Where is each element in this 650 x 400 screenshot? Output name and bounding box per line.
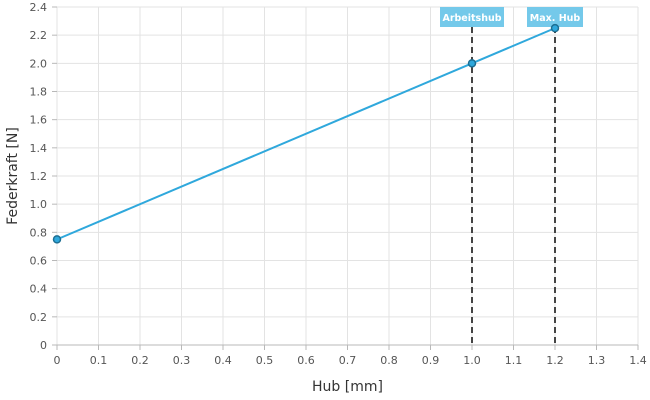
x-tick-label: 0.9 [422,354,440,367]
y-axis-title: Federkraft [N] [5,127,21,225]
y-tick-label: 1.4 [30,142,48,155]
x-tick-label: 1.2 [546,354,564,367]
x-tick-label: 1.3 [588,354,606,367]
x-tick-label: 1.1 [505,354,523,367]
data-point [52,235,62,244]
x-tick-label: 1.4 [629,354,647,367]
y-tick-label: 2.4 [30,1,48,14]
x-tick-label: 0.7 [339,354,357,367]
x-tick-label: 0.5 [256,354,274,367]
x-axis-title: Hub [mm] [312,379,383,395]
marker-label: Arbeitshub [442,13,501,24]
x-tick-label: 0.6 [297,354,315,367]
x-tick-label: 0.8 [380,354,398,367]
stroke-markers: Arbeitshub Max. Hub [440,7,583,345]
marker-label-box [440,7,504,27]
data-point [467,59,477,68]
y-tick-label: 0.4 [30,283,48,296]
x-tick-label: 1.0 [463,354,481,367]
y-tick-label: 0.8 [30,226,48,239]
y-tick-label: 0 [40,339,47,352]
y-tick-label: 0.2 [30,311,48,324]
y-tick-label: 1.0 [30,198,48,211]
x-axis-ticks: 0 0.1 0.2 0.3 0.4 0.5 0.6 0.7 0.8 0.9 1.0 1.1 1.2 1.3… [54,345,647,367]
x-tick-label: 0.2 [131,354,149,367]
grid [56,6,639,346]
stroke-marker: Max. Hub [527,7,583,345]
y-axis-ticks: 0 0.2 0.4 0.6 0.8 1.0 1.2 1.4 1.6 1.8 2.0 2.2 2.4 [30,1,57,352]
series [52,23,560,244]
y-tick-label: 0.6 [30,255,48,268]
y-tick-label: 1.8 [30,86,48,99]
x-tick-label: 0.1 [90,354,108,367]
y-tick-label: 1.6 [30,114,48,127]
y-tick-label: 2.2 [30,29,48,42]
x-tick-label: 0 [54,354,61,367]
x-tick-label: 0.3 [173,354,191,367]
x-tick-label: 0.4 [214,354,232,367]
marker-label: Max. Hub [530,13,581,24]
stroke-marker: Arbeitshub [440,7,504,345]
data-point [550,23,560,33]
marker-label-box [527,7,583,27]
y-tick-label: 1.2 [30,170,48,183]
y-tick-label: 2.0 [30,57,48,70]
